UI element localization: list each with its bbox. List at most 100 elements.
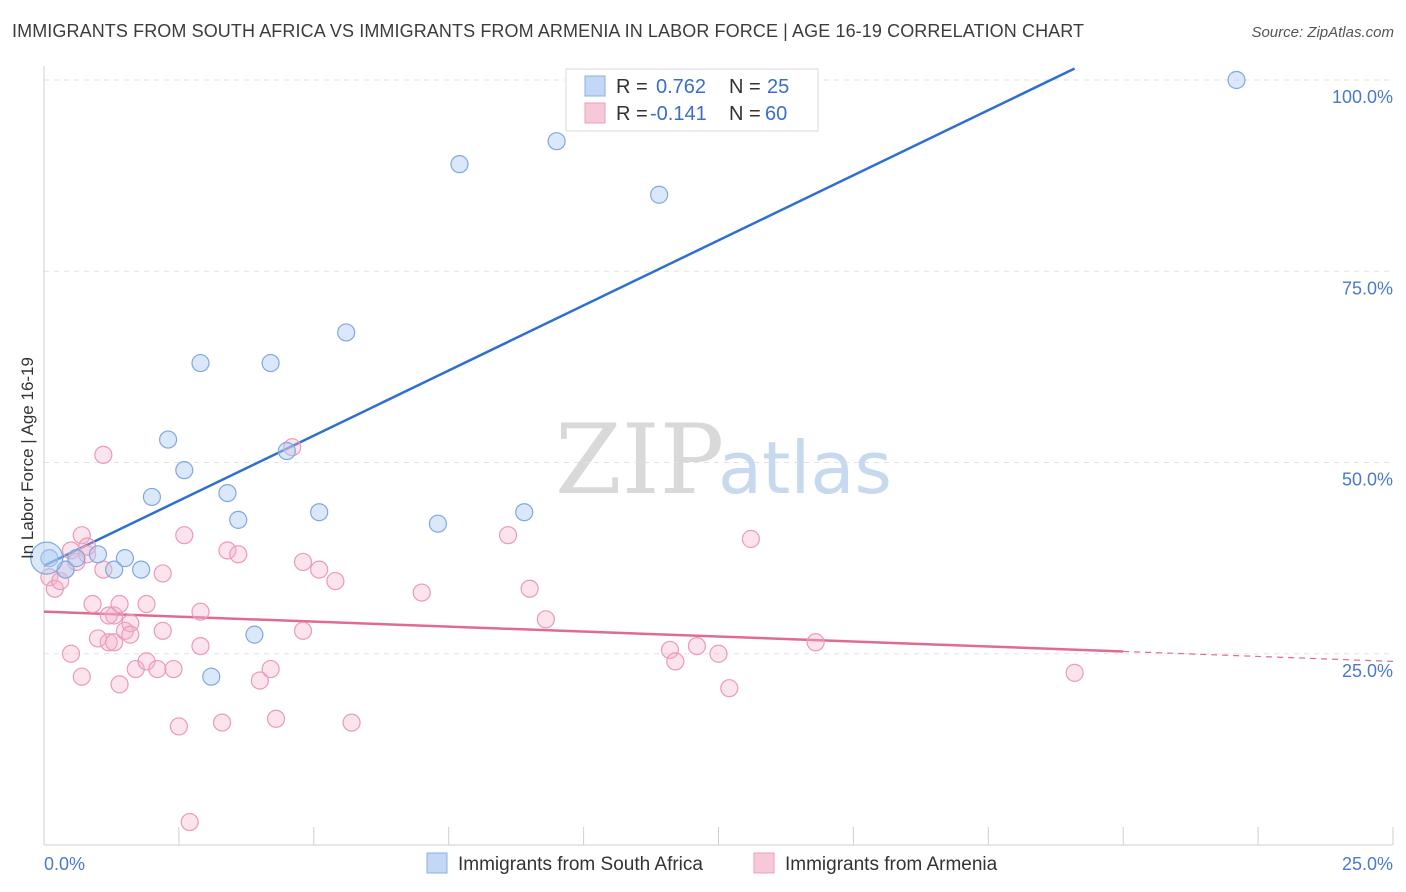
point-armenia <box>83 594 102 614</box>
y-axis-label: In Labor Force | Age 16-19 <box>18 357 37 559</box>
point-south-africa <box>105 560 124 579</box>
point-armenia <box>310 560 329 579</box>
point-south-africa <box>40 549 59 568</box>
point-south-africa <box>191 353 210 373</box>
bottom-legend-swatch-armenia <box>753 852 775 874</box>
x-tick-min: 0.0% <box>44 854 85 874</box>
point-armenia <box>137 594 156 614</box>
point-armenia <box>498 526 518 545</box>
chart-title: IMMIGRANTS FROM SOUTH AFRICA VS IMMIGRAN… <box>12 21 1085 41</box>
point-south-africa <box>218 484 237 503</box>
point-armenia <box>99 633 118 652</box>
point-armenia <box>175 526 194 545</box>
point-south-africa <box>277 441 296 461</box>
legend-swatch-armenia <box>584 102 606 124</box>
point-south-africa-cluster <box>30 541 64 575</box>
point-south-africa <box>229 510 248 529</box>
point-south-africa <box>1227 70 1246 90</box>
point-armenia <box>78 545 97 564</box>
point-armenia <box>61 644 81 663</box>
point-armenia <box>110 594 129 614</box>
point-south-africa <box>650 185 669 204</box>
legend-r-value-2: -0.141 <box>650 103 707 125</box>
point-south-africa <box>310 503 329 522</box>
point-armenia <box>121 625 140 644</box>
watermark-zip: ZIP <box>555 404 724 516</box>
point-south-africa <box>450 155 469 174</box>
point-armenia <box>720 679 739 698</box>
point-south-africa <box>67 549 86 568</box>
point-armenia <box>412 583 431 602</box>
point-armenia <box>72 667 91 686</box>
legend-n-label-1: N = <box>729 76 761 98</box>
point-armenia <box>520 579 539 598</box>
trend-lines <box>43 67 1394 662</box>
point-armenia <box>326 571 345 591</box>
point-armenia <box>293 552 313 572</box>
legend-r-label-1: R = <box>616 76 648 98</box>
point-armenia <box>536 610 555 629</box>
point-south-africa <box>261 353 280 373</box>
point-south-africa <box>159 430 178 449</box>
point-south-africa <box>142 487 162 507</box>
point-armenia <box>342 713 361 732</box>
trend-line-armenia <box>43 610 1124 653</box>
point-south-africa <box>428 514 448 533</box>
y-tick-label: 100.0% <box>1332 87 1393 107</box>
point-armenia <box>105 606 124 625</box>
data-points <box>30 70 1246 832</box>
point-armenia <box>191 602 210 621</box>
point-armenia <box>666 652 685 671</box>
point-south-africa <box>88 545 108 564</box>
legend-n-value-1: 25 <box>767 76 789 98</box>
point-armenia <box>148 659 167 679</box>
source-label: Source: ZipAtlas.com <box>1251 24 1394 41</box>
trend-line-south-africa <box>43 67 1076 567</box>
point-south-africa <box>175 461 194 480</box>
point-south-africa <box>245 625 264 644</box>
grid-lines <box>44 79 1393 655</box>
y-tick-label: 75.0% <box>1342 278 1393 298</box>
legend-n-label-2: N = <box>729 103 761 125</box>
bottom-legend-south-africa: Immigrants from South Africa <box>458 854 703 875</box>
y-tick-label: 25.0% <box>1342 661 1393 681</box>
point-armenia <box>153 621 172 640</box>
trend-line-armenia-extension <box>1123 650 1394 662</box>
legend-swatch-south-africa <box>584 75 606 97</box>
legend-n-value-2: 60 <box>765 103 787 125</box>
point-armenia <box>94 445 113 464</box>
point-armenia <box>660 640 680 660</box>
axes <box>43 66 1394 846</box>
point-armenia <box>51 571 70 591</box>
point-south-africa <box>337 323 356 342</box>
point-south-africa <box>547 132 566 151</box>
bottom-legend-swatch-south-africa <box>426 852 448 874</box>
y-tick-label: 50.0% <box>1342 470 1393 490</box>
point-south-africa <box>115 549 135 568</box>
watermark-atlas: atlas <box>718 426 892 510</box>
point-armenia <box>153 564 172 583</box>
point-armenia <box>250 671 269 690</box>
point-armenia <box>261 659 280 679</box>
point-armenia <box>191 636 210 656</box>
legend-r-value-1: 0.762 <box>656 76 706 98</box>
point-armenia <box>229 545 248 564</box>
point-armenia <box>1065 663 1084 682</box>
point-armenia <box>687 636 707 656</box>
point-armenia <box>709 644 728 663</box>
point-armenia <box>293 621 313 640</box>
point-armenia <box>218 541 237 560</box>
legend-box: R = 0.762 N = 25 R = -0.141 N = 60 <box>565 68 819 132</box>
point-armenia <box>180 812 199 832</box>
point-armenia <box>806 633 825 652</box>
point-armenia <box>110 675 129 694</box>
point-armenia <box>105 633 124 652</box>
bottom-legend-armenia: Immigrants from Armenia <box>785 854 998 875</box>
bottom-legend: Immigrants from South Africa Immigrants … <box>426 852 998 875</box>
legend-r-label-2: R = <box>616 103 648 125</box>
y-tick-labels: 25.0% 50.0% 75.0% 100.0% <box>1332 87 1393 681</box>
point-armenia <box>169 717 188 736</box>
point-armenia <box>99 606 118 625</box>
point-armenia <box>164 659 183 679</box>
